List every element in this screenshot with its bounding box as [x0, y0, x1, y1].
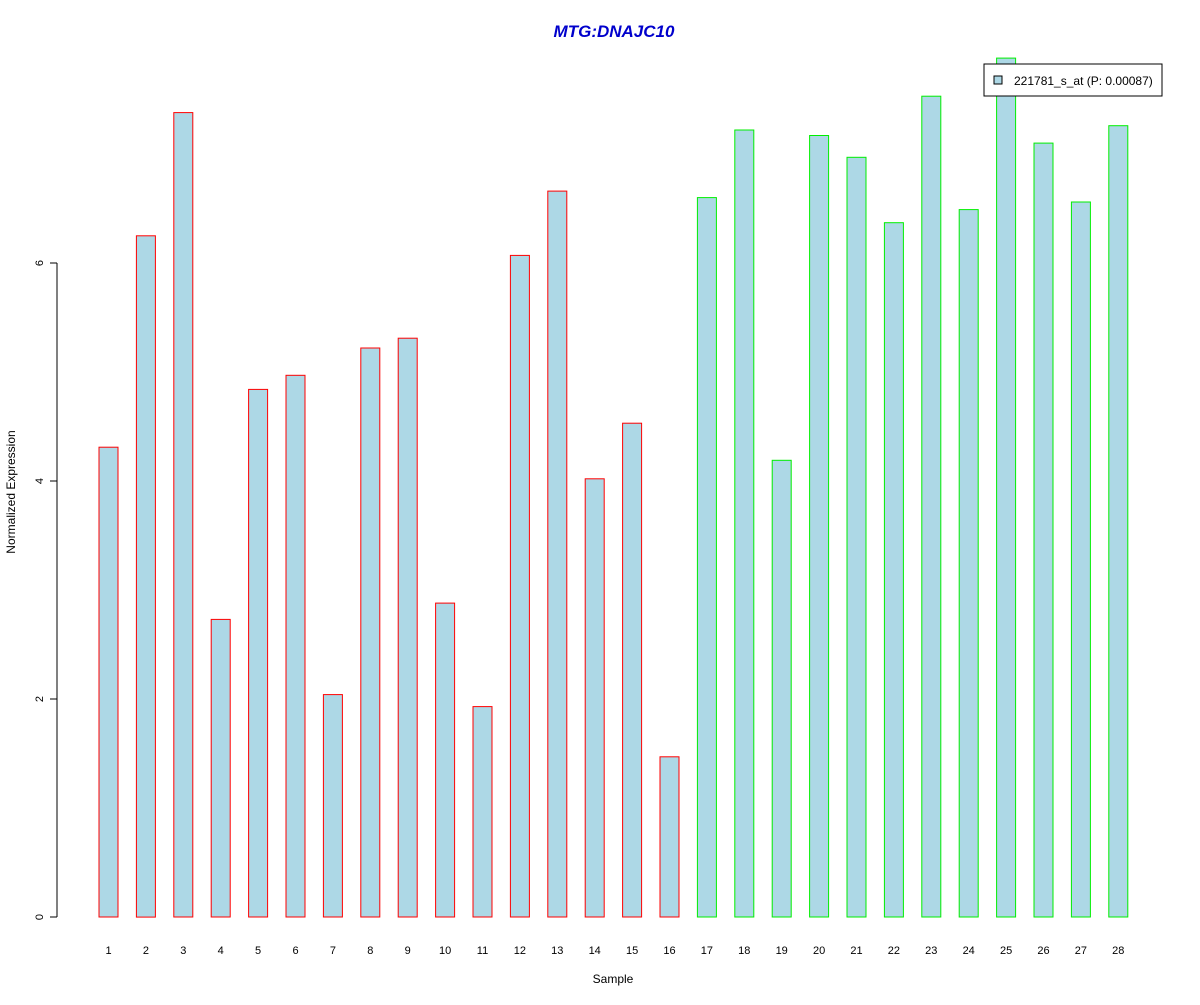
bar-sample-11 [472, 706, 493, 918]
x-tick-label: 21 [850, 945, 862, 957]
bar-sample-5 [248, 388, 269, 918]
x-tick-label: 9 [405, 945, 411, 957]
y-tick-label: 4 [34, 478, 46, 484]
x-tick-label: 18 [738, 945, 750, 957]
x-tick-label: 23 [925, 945, 937, 957]
bar-sample-9 [397, 337, 418, 918]
bar-sample-2 [135, 235, 156, 918]
bar-sample-21 [846, 156, 867, 918]
bar-sample-23 [921, 95, 942, 918]
x-tick-label: 19 [776, 945, 788, 957]
bar-sample-8 [360, 347, 381, 918]
x-tick-label: 16 [663, 945, 675, 957]
x-tick-label: 28 [1112, 945, 1124, 957]
bar-sample-25 [996, 57, 1017, 918]
y-axis-label: Normalized Expression [4, 430, 18, 553]
x-tick-label: 13 [551, 945, 563, 957]
x-tick-label: 12 [514, 945, 526, 957]
y-tick-label: 6 [34, 260, 46, 266]
x-tick-label: 14 [589, 945, 601, 957]
bar-sample-18 [734, 129, 755, 918]
x-tick-label: 17 [701, 945, 713, 957]
bar-sample-26 [1033, 142, 1054, 918]
bar-sample-3 [173, 112, 194, 918]
bar-sample-4 [210, 618, 231, 918]
legend: 221781_s_at (P: 0.00087) [983, 63, 1163, 97]
x-tick-label: 4 [218, 945, 224, 957]
bar-sample-28 [1108, 125, 1129, 918]
bar-sample-7 [322, 694, 343, 918]
x-tick-label: 25 [1000, 945, 1012, 957]
bars-group [98, 57, 1129, 918]
x-tick-labels: 1 2 3 4 5 6 7 8 9 10 11 12 13 14 15 16 17 18 19 20 21 22 23 24 2… [105, 945, 1124, 957]
bar-sample-15 [622, 422, 643, 918]
bar-sample-17 [696, 197, 717, 918]
y-tick-label: 2 [34, 696, 46, 702]
x-tick-label: 7 [330, 945, 336, 957]
bar-sample-22 [883, 222, 904, 918]
x-tick-label: 26 [1037, 945, 1049, 957]
x-tick-label: 1 [105, 945, 111, 957]
x-axis-label: Sample [593, 972, 634, 986]
bar-sample-20 [809, 135, 830, 918]
chart-title: MTG:DNAJC10 [554, 22, 675, 41]
x-tick-label: 3 [180, 945, 186, 957]
bar-sample-27 [1070, 201, 1091, 918]
x-tick-label: 11 [477, 945, 488, 957]
x-tick-label: 22 [888, 945, 900, 957]
bar-sample-12 [509, 254, 530, 918]
x-tick-label: 10 [439, 945, 451, 957]
legend-box [983, 63, 1163, 97]
x-tick-label: 8 [367, 945, 373, 957]
legend-swatch [993, 75, 1003, 85]
bar-sample-13 [547, 190, 568, 918]
x-tick-label: 2 [143, 945, 149, 957]
x-tick-label: 6 [292, 945, 298, 957]
bar-sample-1 [98, 446, 119, 918]
y-axis: 0 2 4 6 [34, 260, 58, 920]
legend-label: 221781_s_at (P: 0.00087) [1014, 74, 1153, 88]
y-tick-label: 0 [34, 914, 46, 920]
bar-sample-24 [958, 209, 979, 918]
x-tick-label: 5 [255, 945, 261, 957]
bar-sample-6 [285, 374, 306, 918]
bar-sample-14 [584, 478, 605, 918]
x-tick-label: 27 [1075, 945, 1087, 957]
bar-sample-10 [435, 602, 456, 918]
x-tick-label: 24 [963, 945, 975, 957]
x-tick-label: 15 [626, 945, 638, 957]
bar-sample-19 [771, 459, 792, 918]
x-tick-label: 20 [813, 945, 825, 957]
bar-sample-16 [659, 756, 680, 918]
